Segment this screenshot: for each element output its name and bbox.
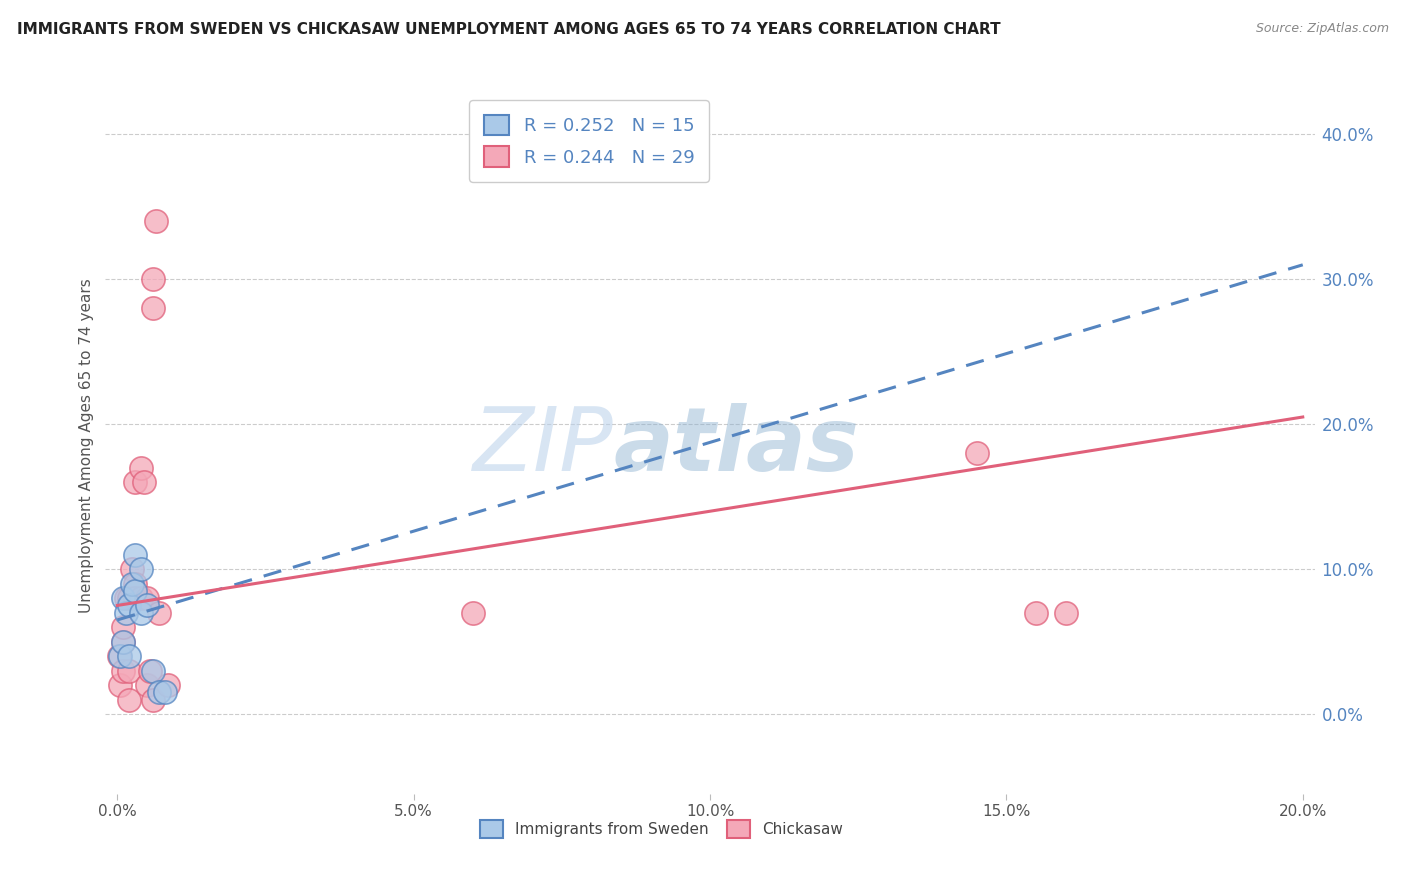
Text: atlas: atlas <box>613 402 859 490</box>
Point <box>112 591 135 606</box>
Point <box>153 685 176 699</box>
Point <box>118 591 141 606</box>
Point <box>112 664 135 678</box>
Point <box>112 634 135 648</box>
Point <box>132 475 155 490</box>
Point <box>118 664 141 678</box>
Point <box>124 583 146 598</box>
Point <box>124 591 146 606</box>
Point <box>112 634 135 648</box>
Point <box>148 606 170 620</box>
Point <box>108 649 131 664</box>
Point <box>148 685 170 699</box>
Point <box>124 475 146 490</box>
Point <box>112 620 135 634</box>
Text: IMMIGRANTS FROM SWEDEN VS CHICKASAW UNEMPLOYMENT AMONG AGES 65 TO 74 YEARS CORRE: IMMIGRANTS FROM SWEDEN VS CHICKASAW UNEM… <box>17 22 1001 37</box>
Point <box>1025 606 1047 620</box>
Point <box>136 678 159 692</box>
Text: ZIP: ZIP <box>472 403 613 489</box>
Point <box>142 272 165 286</box>
Point <box>1054 606 1077 620</box>
Point <box>115 606 138 620</box>
Point <box>115 591 138 606</box>
Point <box>142 692 165 706</box>
Point <box>461 606 484 620</box>
Point <box>129 460 152 475</box>
Point <box>110 649 132 664</box>
Point <box>118 692 141 706</box>
Point <box>124 576 146 591</box>
Point <box>129 606 152 620</box>
Point <box>129 591 152 606</box>
Point <box>118 649 141 664</box>
Point <box>139 664 162 678</box>
Point <box>966 446 988 460</box>
Point <box>118 599 141 613</box>
Point <box>136 599 159 613</box>
Point <box>136 591 159 606</box>
Point <box>142 664 165 678</box>
Point <box>121 576 143 591</box>
Point <box>129 562 152 576</box>
Y-axis label: Unemployment Among Ages 65 to 74 years: Unemployment Among Ages 65 to 74 years <box>79 278 94 614</box>
Point <box>124 548 146 562</box>
Point <box>121 562 143 576</box>
Legend: Immigrants from Sweden, Chickasaw: Immigrants from Sweden, Chickasaw <box>470 809 853 849</box>
Point <box>156 678 179 692</box>
Text: Source: ZipAtlas.com: Source: ZipAtlas.com <box>1256 22 1389 36</box>
Point <box>142 301 165 316</box>
Point <box>110 678 132 692</box>
Point <box>145 214 167 228</box>
